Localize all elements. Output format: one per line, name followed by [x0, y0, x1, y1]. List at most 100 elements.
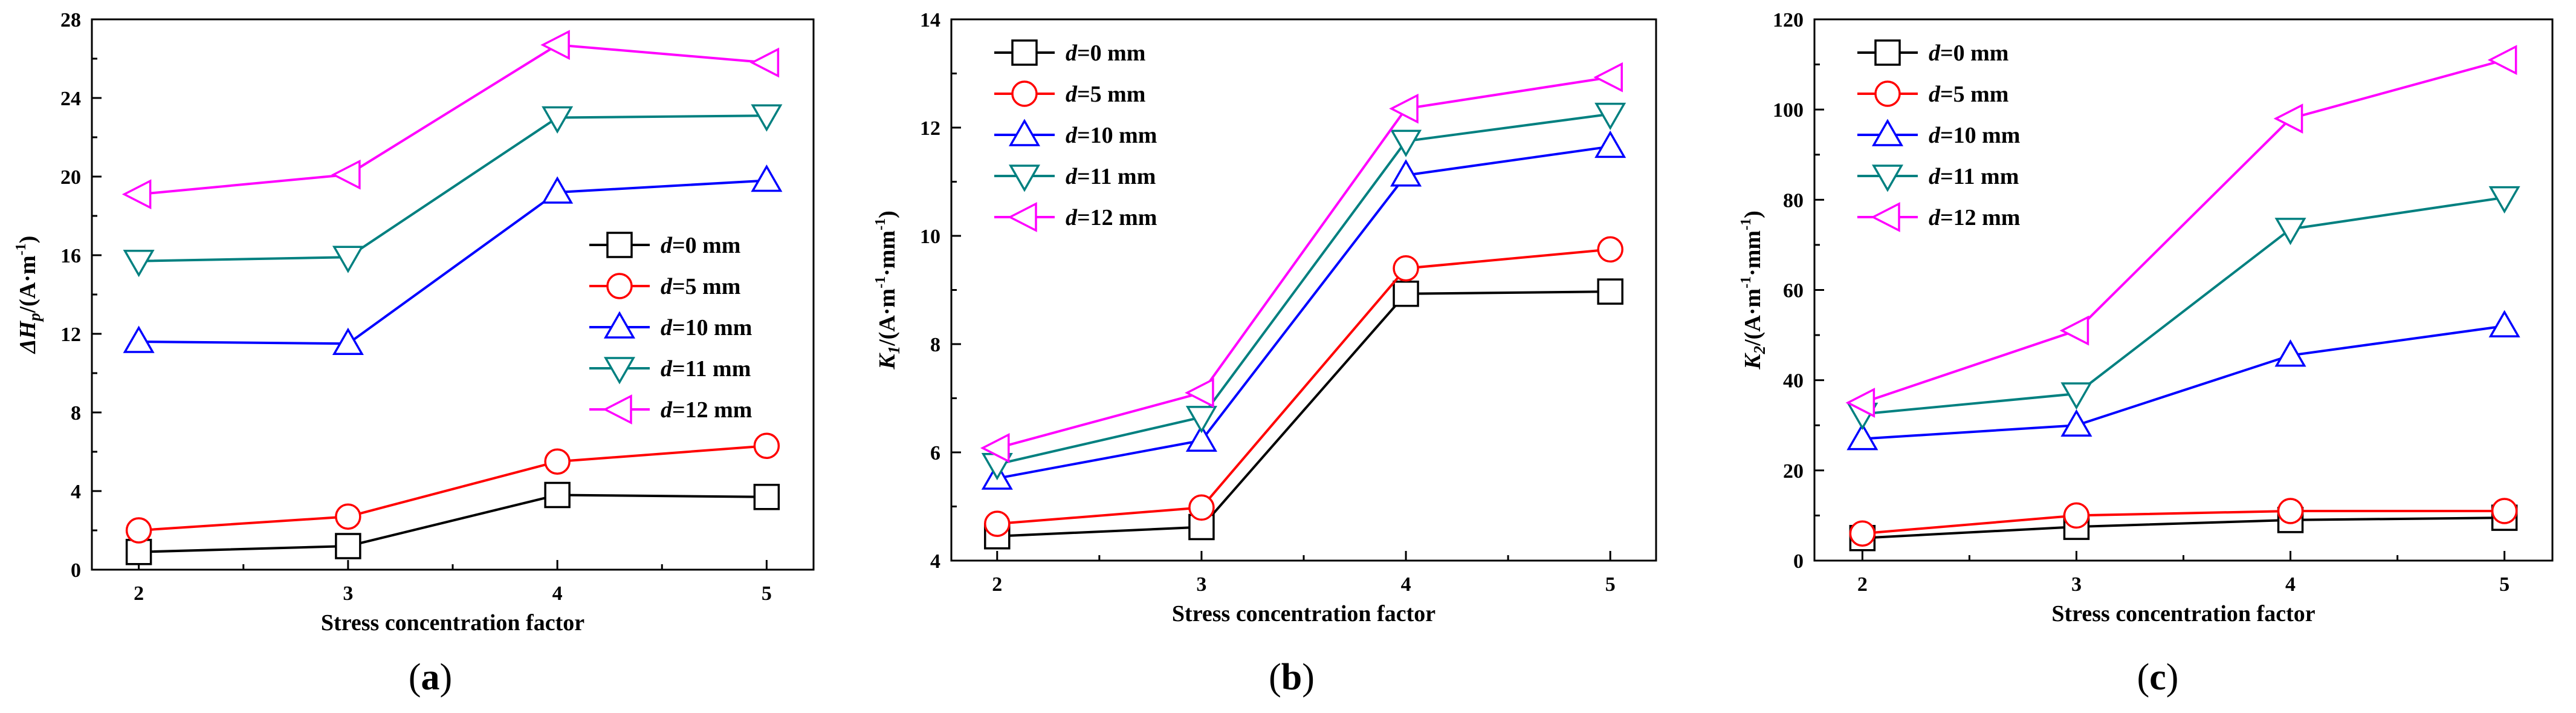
y-axis-title: K1/(A·m-1·mm-1) — [873, 210, 903, 370]
data-point — [2491, 498, 2518, 524]
series-line — [997, 290, 1611, 538]
series-line — [1862, 509, 2505, 535]
y-tick-label: 120 — [1773, 9, 1804, 31]
legend-value: =0 mm — [672, 233, 740, 258]
y-tick-label: 4 — [71, 481, 81, 503]
legend-value: =5 mm — [1077, 82, 1145, 107]
y-tick-label: 8 — [71, 402, 81, 425]
panel-label: (c) — [2137, 657, 2179, 698]
x-tick-label: 2 — [992, 573, 1002, 596]
series-3 — [123, 104, 783, 278]
legend-marker — [1871, 119, 1904, 146]
legend-label: d=12 mm — [1066, 205, 1157, 230]
data-point — [544, 448, 571, 475]
legend-symbol: d — [1066, 205, 1078, 230]
y-title-exponent: -1 — [13, 243, 29, 255]
data-point — [2487, 45, 2517, 75]
y-tick-label: 10 — [920, 226, 940, 248]
chart-panel-b: 4 6 8 10 12 14 2 3 4 5 Stress concentration factor… — [873, 9, 1657, 698]
legend-symbol: d — [1929, 82, 1941, 107]
legend-value: =12 mm — [1077, 205, 1157, 230]
series-line — [997, 248, 1611, 526]
legend-symbol: d — [1929, 123, 1941, 148]
panel-label-paren: ) — [440, 657, 453, 698]
data-point — [121, 179, 152, 210]
data-point — [751, 104, 783, 132]
panel-label: (a) — [409, 657, 452, 698]
series-line — [138, 114, 767, 262]
legend-value: =5 mm — [672, 274, 740, 299]
panel-label-paren: ( — [1269, 657, 1281, 698]
data-point — [125, 517, 152, 544]
series-2 — [1846, 310, 2520, 451]
plot-frame — [950, 18, 1657, 562]
legend-label: d=0 mm — [661, 233, 740, 258]
data-point — [2274, 218, 2306, 246]
legend-marker — [1008, 119, 1041, 146]
legend-marker — [603, 311, 636, 339]
legend-symbol: d — [1929, 205, 1941, 230]
series-1 — [125, 432, 780, 544]
legend-symbol: d — [1929, 41, 1941, 66]
legend-symbol: d — [661, 233, 673, 258]
panel-label-paren: ) — [1302, 657, 1315, 698]
data-point — [1390, 159, 1422, 187]
series-line — [138, 444, 767, 532]
y-title-symbol: K — [1740, 353, 1765, 370]
legend-marker — [603, 394, 632, 425]
y-title-unit-mid: ·mm — [875, 230, 900, 276]
y-tick-label: 6 — [930, 442, 940, 464]
series-4 — [980, 62, 1623, 463]
data-point — [332, 327, 364, 355]
panel-label-letter: b — [1281, 657, 1302, 698]
chart-panel-c: 0 20 40 60 80 100 120 2 3 4 5 Stress concentration … — [1738, 9, 2554, 698]
legend-value: =0 mm — [1940, 41, 2008, 66]
y-tick-label: 14 — [920, 9, 940, 31]
legend-label: d=0 mm — [1929, 41, 2008, 66]
y-tick-label: 20 — [60, 166, 81, 189]
y-title-subscript: p — [25, 313, 44, 322]
y-title-exponent-2: -1 — [1738, 218, 1754, 230]
series-0 — [984, 278, 1623, 550]
data-point — [1185, 406, 1217, 434]
legend-symbol: d — [1929, 164, 1941, 189]
y-tick-label: 60 — [1783, 280, 1804, 302]
data-point — [1597, 236, 1623, 263]
legend-label: d=10 mm — [661, 315, 752, 340]
y-tick-label: 12 — [60, 324, 81, 346]
legend-value: =12 mm — [1940, 205, 2020, 230]
data-point — [1393, 255, 1419, 282]
y-tick-label: 80 — [1783, 189, 1804, 212]
y-title-unit: /(A·m — [875, 288, 900, 347]
legend-marker — [606, 232, 633, 258]
legend-label: d=10 mm — [1929, 123, 2020, 148]
data-point — [984, 510, 1011, 537]
data-point — [332, 246, 364, 273]
legend: d=0 mmd=5 mmd=10 mmd=11 mmd=12 mm — [994, 39, 1157, 232]
series-3 — [981, 102, 1626, 481]
data-point — [753, 432, 780, 459]
legend-marker — [603, 357, 636, 385]
legend-marker — [1871, 164, 1904, 192]
y-tick-label: 40 — [1783, 370, 1804, 392]
data-point — [2488, 310, 2520, 337]
x-tick-label: 3 — [2071, 573, 2082, 596]
x-tick-label: 5 — [762, 582, 772, 605]
x-tick-label: 5 — [2499, 573, 2510, 596]
series-line — [138, 179, 767, 345]
data-point — [335, 533, 361, 559]
y-title-close: ) — [15, 236, 40, 244]
x-tick-label: 5 — [1605, 573, 1616, 596]
series-line — [138, 44, 767, 196]
data-point — [2059, 315, 2089, 346]
y-tick-label: 12 — [920, 117, 940, 140]
series-line — [1862, 516, 2505, 539]
panel-label-paren: ) — [2166, 657, 2179, 698]
legend-symbol: d — [661, 274, 673, 299]
y-axis-title: ΔHp/(A·m-1) — [13, 236, 44, 355]
series-line — [1862, 59, 2505, 404]
y-title-unit-mid: ·mm — [1740, 230, 1765, 276]
y-title-symbol: ΔH — [15, 320, 40, 354]
panel-label-paren: ( — [409, 657, 421, 698]
